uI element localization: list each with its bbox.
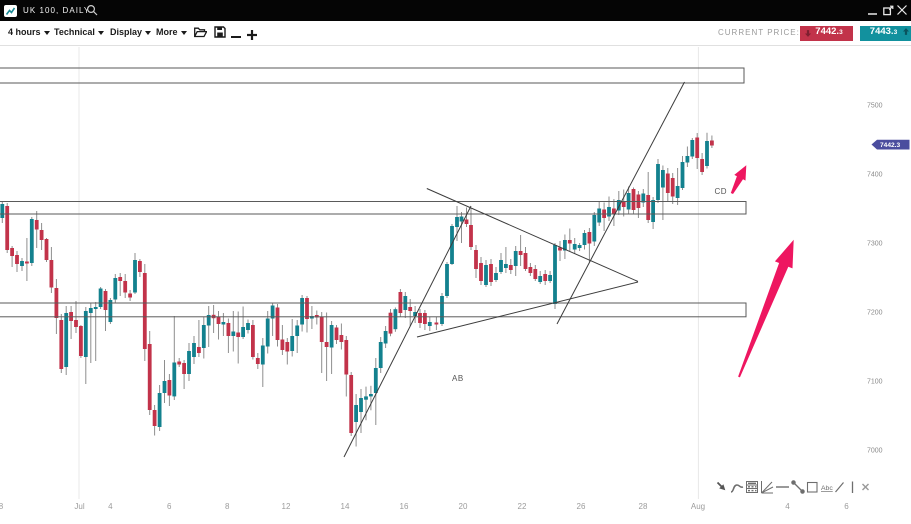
svg-text:CD: CD: [715, 187, 728, 196]
svg-text:7200: 7200: [867, 309, 883, 316]
svg-text:22: 22: [518, 502, 527, 511]
svg-text:Abc: Abc: [821, 485, 833, 492]
svg-text:Aug: Aug: [691, 502, 705, 511]
svg-text:14: 14: [341, 502, 350, 511]
svg-text:26: 26: [577, 502, 586, 511]
svg-text:12: 12: [282, 502, 291, 511]
svg-text:16: 16: [400, 502, 409, 511]
svg-text:8: 8: [225, 502, 230, 511]
svg-text:AB: AB: [452, 374, 464, 383]
svg-text:7300: 7300: [867, 240, 883, 247]
svg-text:7000: 7000: [867, 447, 883, 454]
svg-text:7400: 7400: [867, 171, 883, 178]
svg-text:6: 6: [167, 502, 172, 511]
svg-text:20: 20: [459, 502, 468, 511]
svg-text:4: 4: [108, 502, 113, 511]
svg-text:7442.3: 7442.3: [880, 142, 901, 149]
svg-text:8: 8: [0, 502, 4, 511]
svg-text:6: 6: [844, 502, 849, 511]
svg-text:7100: 7100: [867, 378, 883, 385]
svg-text:28: 28: [639, 502, 648, 511]
svg-text:Jul: Jul: [74, 502, 84, 511]
svg-text:7500: 7500: [867, 102, 883, 109]
svg-text:4: 4: [785, 502, 790, 511]
